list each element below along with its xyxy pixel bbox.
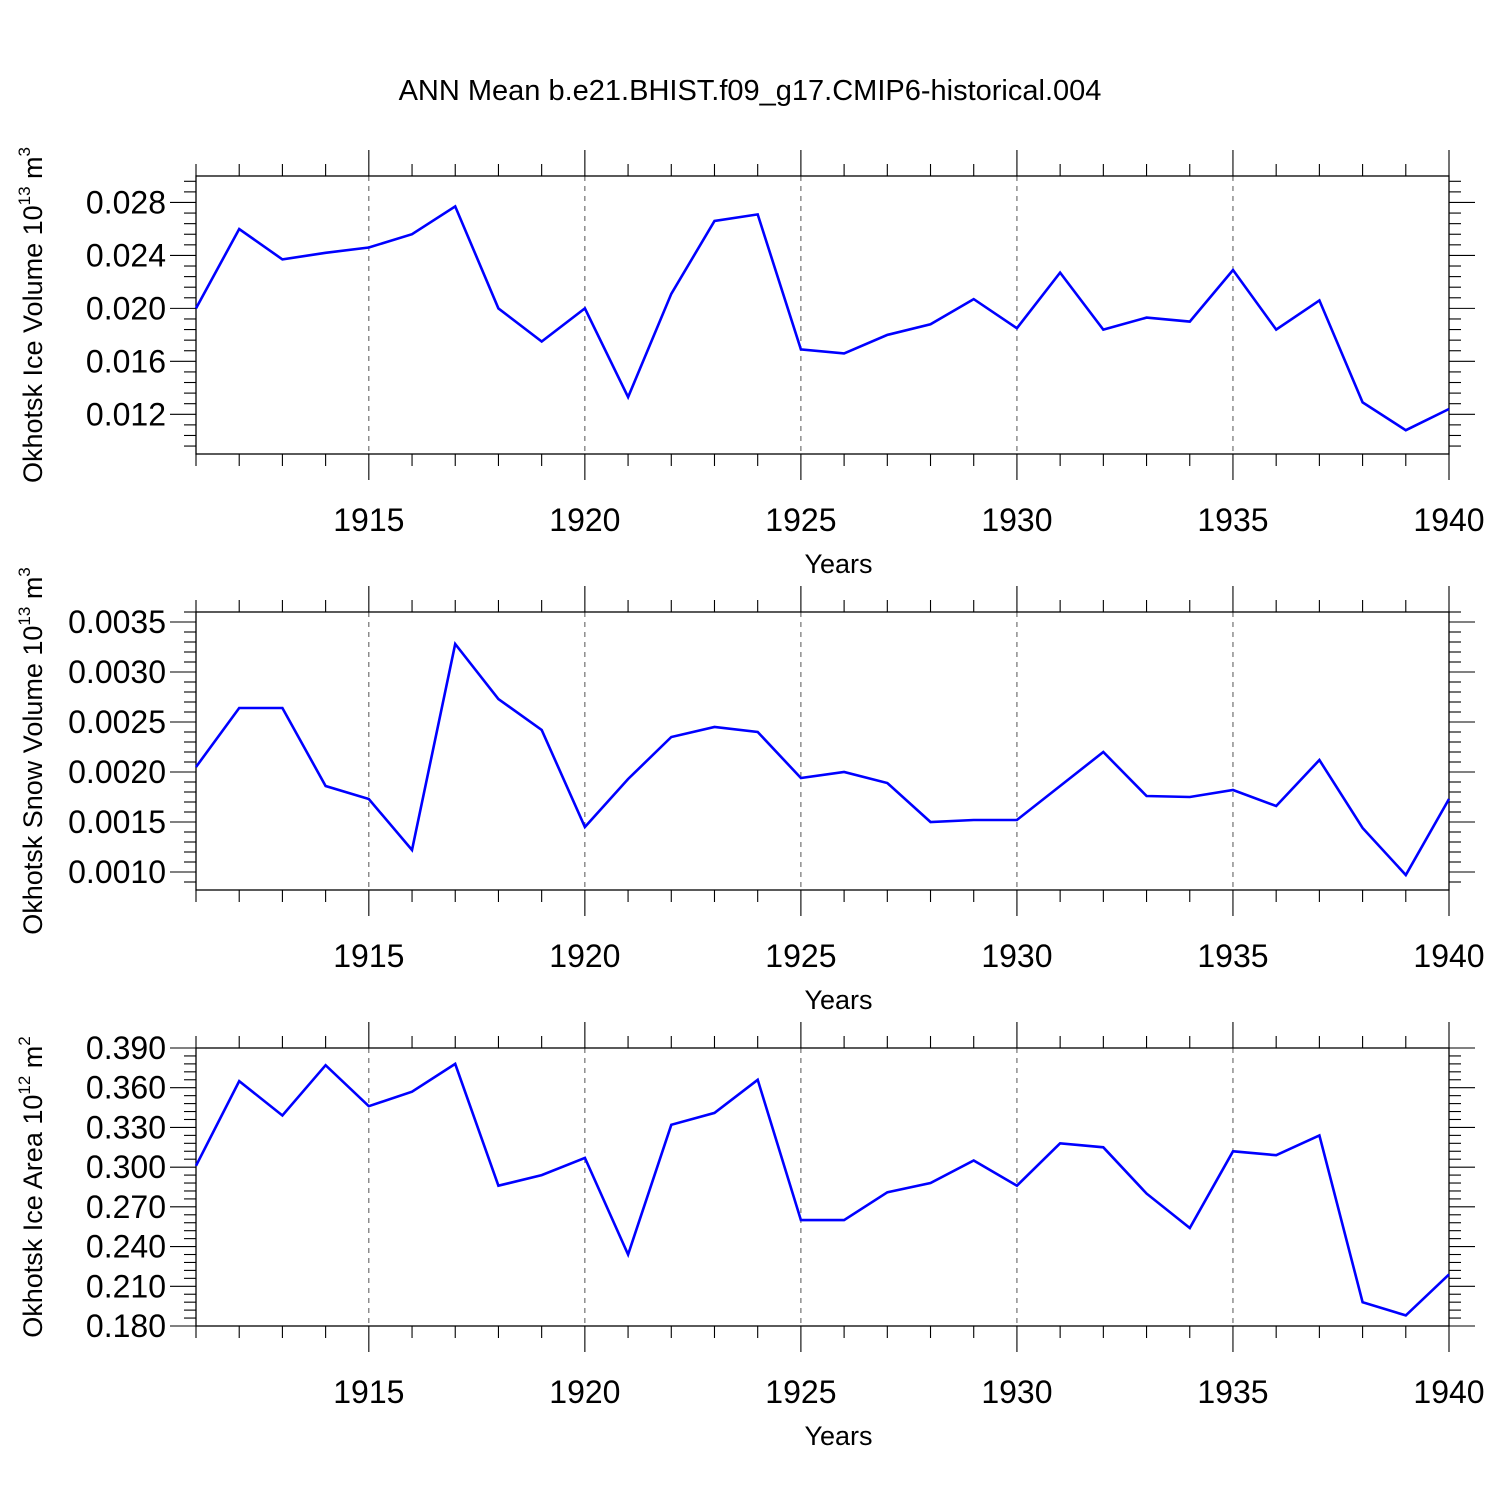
y-tick-label: 0.028 (86, 184, 166, 220)
x-axis-label: Years (804, 1421, 872, 1451)
x-tick-label: 1935 (1197, 1374, 1268, 1410)
y-tick-label: 0.020 (86, 290, 166, 326)
x-tick-label: 1920 (549, 938, 620, 974)
x-tick-label: 1935 (1197, 938, 1268, 974)
y-axis-label-name: Okhotsk Ice Volume 10 (18, 205, 48, 483)
y-tick-label: 0.210 (86, 1268, 166, 1304)
y-tick-label: 0.180 (86, 1308, 166, 1344)
y-axis-label-exponent: 13 (15, 186, 34, 205)
y-axis-label-unit: m (18, 156, 48, 186)
x-tick-label: 1915 (333, 502, 404, 538)
y-axis-label-unit-exponent: 3 (15, 147, 34, 156)
y-tick-label: 0.330 (86, 1109, 166, 1145)
series-line (194, 641, 1451, 878)
y-tick-label: 0.0015 (68, 804, 166, 840)
plot-frame (195, 175, 1450, 455)
y-axis-label: Okhotsk Snow Volume 1013 m3 (15, 567, 48, 935)
y-tick-label: 0.024 (86, 237, 166, 273)
x-tick-label: 1915 (333, 1374, 404, 1410)
y-axis-label-unit: m (18, 1046, 48, 1076)
x-tick-label: 1940 (1413, 1374, 1484, 1410)
x-tick-label: 1925 (765, 938, 836, 974)
y-axis-label-name: Okhotsk Snow Volume 10 (18, 626, 48, 935)
y-tick-label: 0.0020 (68, 754, 166, 790)
x-axis-label: Years (804, 985, 872, 1015)
plot-frame (195, 611, 1450, 891)
x-tick-label: 1930 (981, 502, 1052, 538)
x-tick-label: 1935 (1197, 502, 1268, 538)
series-line (194, 1061, 1450, 1317)
x-tick-label: 1925 (765, 1374, 836, 1410)
y-axis-label-unit-exponent: 2 (15, 1036, 34, 1045)
y-tick-label: 0.390 (86, 1030, 166, 1066)
y-tick-label: 0.300 (86, 1149, 166, 1185)
y-axis-label: Okhotsk Ice Volume 1013 m3 (15, 147, 48, 483)
y-tick-label: 0.0025 (68, 704, 166, 740)
x-tick-label: 1930 (981, 1374, 1052, 1410)
x-tick-label: 1920 (549, 1374, 620, 1410)
y-axis-label: Okhotsk Ice Area 1012 m2 (15, 1036, 48, 1338)
panel-2: 0.0010 0.0015 0.0020 0.0025 0.0030 0.0035 1915… (15, 567, 1485, 1015)
y-tick-label: 0.0030 (68, 654, 166, 690)
y-tick-label: 0.0010 (68, 854, 166, 890)
y-axis-label-unit: m (18, 577, 48, 607)
panel-1: 0.012 0.016 0.020 0.024 0.028 1915 1920 1925 193… (15, 147, 1485, 579)
x-axis-label: Years (804, 549, 872, 579)
y-tick-label: 0.360 (86, 1070, 166, 1106)
y-tick-label: 0.012 (86, 396, 166, 432)
y-axis-label-name: Okhotsk Ice Area 10 (18, 1095, 48, 1338)
y-axis-label-unit-exponent: 3 (15, 567, 34, 576)
y-axis-label-exponent: 12 (15, 1076, 34, 1095)
series-line (194, 204, 1450, 432)
plot-frame (195, 1047, 1450, 1327)
x-tick-label: 1930 (981, 938, 1052, 974)
figure-title: ANN Mean b.e21.BHIST.f09_g17.CMIP6-histo… (399, 75, 1102, 107)
y-tick-label: 0.016 (86, 343, 166, 379)
x-tick-label: 1920 (549, 502, 620, 538)
x-tick-label: 1915 (333, 938, 404, 974)
y-tick-label: 0.270 (86, 1189, 166, 1225)
y-axis-label-exponent: 13 (15, 607, 34, 626)
x-tick-label: 1925 (765, 502, 836, 538)
x-tick-label: 1940 (1413, 938, 1484, 974)
y-tick-label: 0.240 (86, 1229, 166, 1265)
x-tick-label: 1940 (1413, 502, 1484, 538)
y-tick-label: 0.0035 (68, 604, 166, 640)
